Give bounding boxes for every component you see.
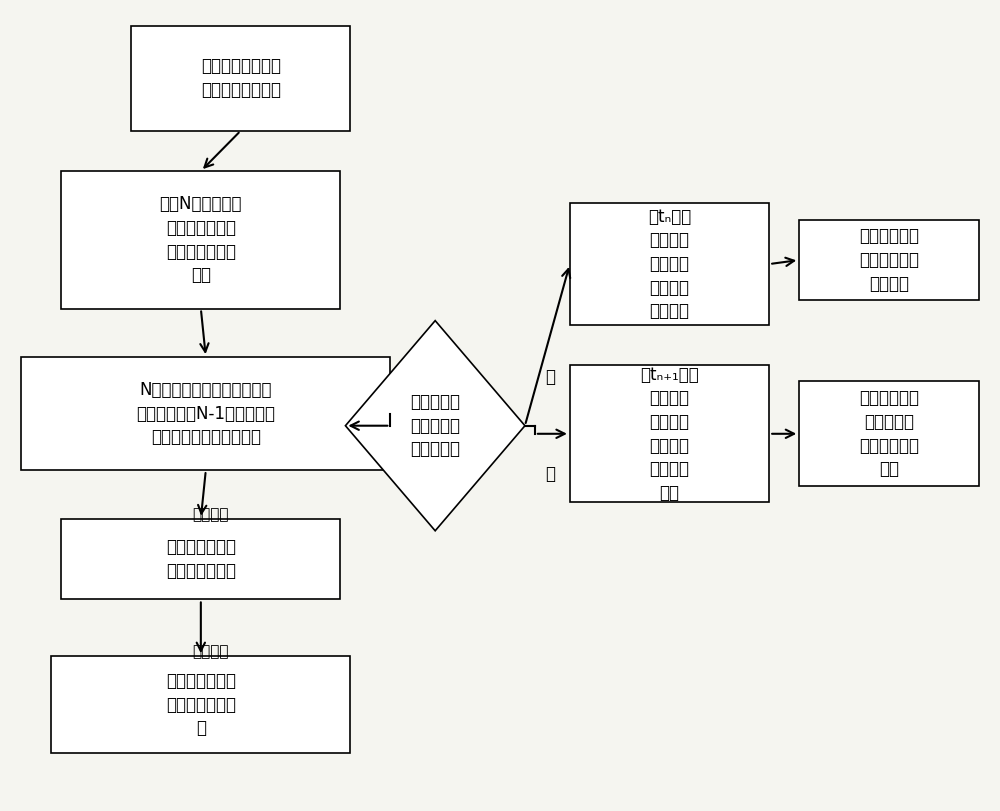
Text: 得到加速度与时
间的线性关系曲
线: 得到加速度与时 间的线性关系曲 线	[166, 672, 236, 737]
Text: 是: 是	[545, 368, 555, 386]
Text: 根据约束条件
确定电机速度
和加速度: 根据约束条件 确定电机速度 和加速度	[859, 227, 919, 293]
Text: 根据约束条件
确定电机位
置、速度和加
速度: 根据约束条件 确定电机位 置、速度和加 速度	[859, 389, 919, 478]
Text: 曲线求导: 曲线求导	[193, 507, 229, 522]
FancyBboxPatch shape	[799, 381, 979, 487]
Text: 将tₙ₊₁代入
得电机理
论位置、
理论速度
和理论加
速度: 将tₙ₊₁代入 得电机理 论位置、 理论速度 和理论加 速度	[640, 366, 699, 502]
Text: 连续N个脉冲计数
点和其对应的时
刻以及外部读取
时刻: 连续N个脉冲计数 点和其对应的时 刻以及外部读取 时刻	[160, 195, 242, 284]
FancyBboxPatch shape	[799, 220, 979, 300]
Text: 曲线求导: 曲线求导	[193, 645, 229, 659]
FancyBboxPatch shape	[61, 519, 340, 599]
FancyBboxPatch shape	[21, 357, 390, 470]
FancyBboxPatch shape	[51, 656, 350, 753]
Text: 判断读取信
号与脉冲计
数是否同步: 判断读取信 号与脉冲计 数是否同步	[410, 393, 460, 458]
Text: 否: 否	[545, 466, 555, 483]
Text: 将tₙ代入
得电机位
置、理论
速度和理
论加速度: 将tₙ代入 得电机位 置、理论 速度和理 论加速度	[648, 208, 691, 320]
Text: 通过电机反馈装置
获取位置脉冲信号: 通过电机反馈装置 获取位置脉冲信号	[201, 58, 281, 99]
FancyBboxPatch shape	[131, 26, 350, 131]
Polygon shape	[345, 320, 525, 530]
FancyBboxPatch shape	[570, 365, 769, 503]
Text: 得到速度与时间
的线性关系曲线: 得到速度与时间 的线性关系曲线	[166, 539, 236, 580]
FancyBboxPatch shape	[570, 204, 769, 324]
FancyBboxPatch shape	[61, 171, 340, 308]
Text: N个脉冲计数点和其对应的时
刻线性拟合成N-1次函数，位
置与时间的线性关系曲线: N个脉冲计数点和其对应的时 刻线性拟合成N-1次函数，位 置与时间的线性关系曲线	[136, 381, 275, 446]
